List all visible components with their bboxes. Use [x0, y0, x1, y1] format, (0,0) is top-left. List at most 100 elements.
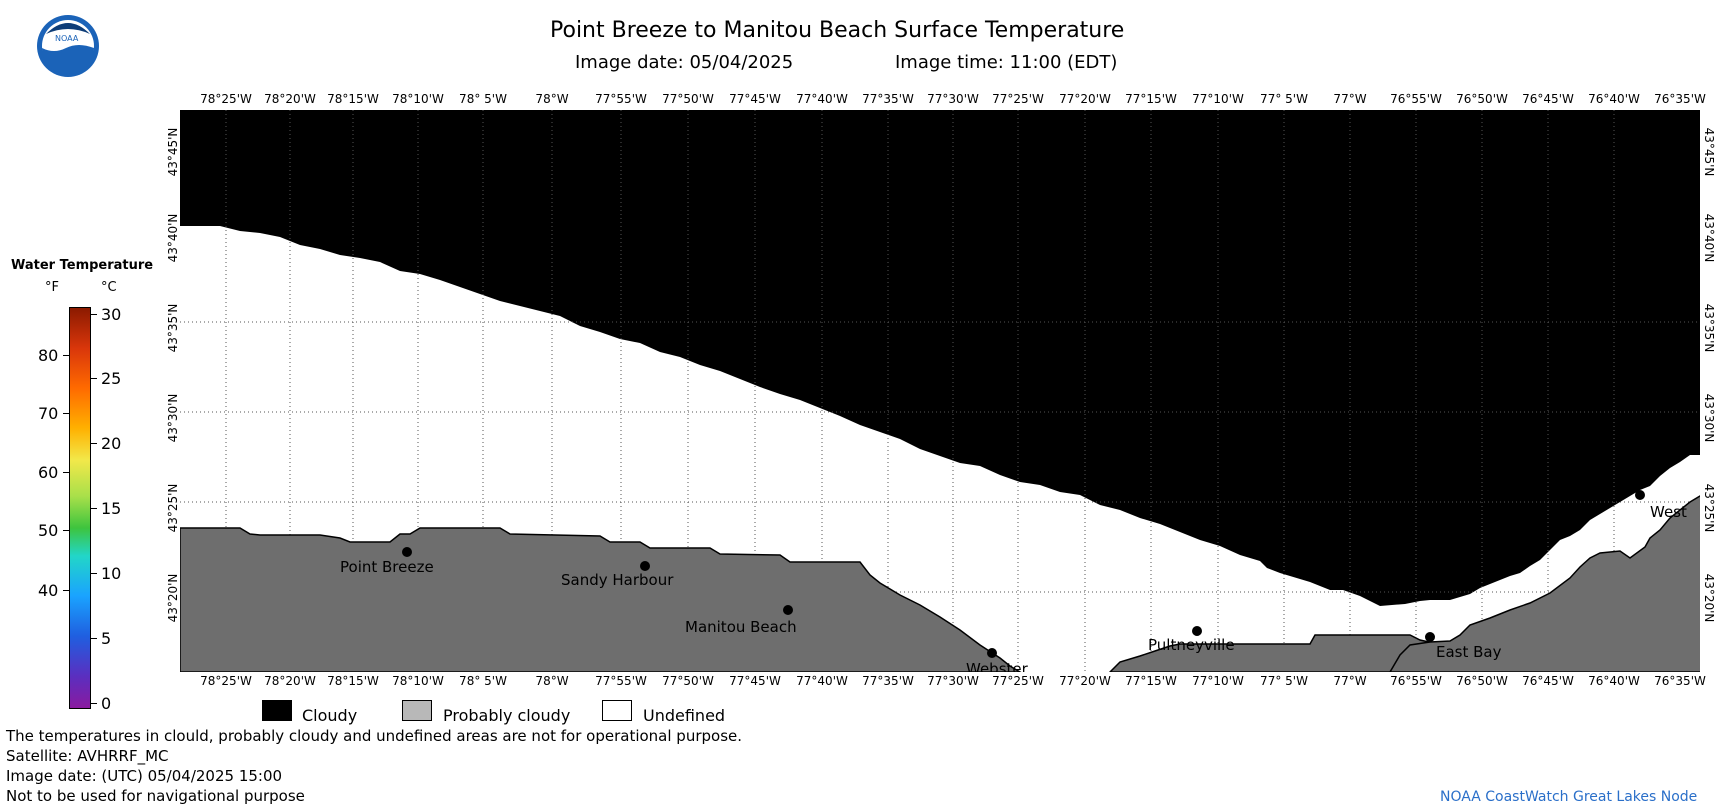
lat-label-right: 43°45'N — [1702, 127, 1716, 177]
lon-label-top: 77°45'W — [729, 92, 781, 106]
lon-label-top: 78° 5'W — [459, 92, 507, 106]
lon-label-top: 76°55'W — [1390, 92, 1442, 106]
lat-label-left: 43°25'N — [166, 483, 180, 533]
lon-label-top: 77° 5'W — [1260, 92, 1308, 106]
lon-label-top: 77°30'W — [927, 92, 979, 106]
legend-label-cloudy: Cloudy — [302, 706, 358, 725]
colorbar-tick-f: 60 — [38, 463, 59, 482]
image-date: Image date: 05/04/2025 — [575, 52, 794, 73]
colorbar-tick-mark — [63, 590, 69, 591]
colorbar-tick-mark — [91, 378, 97, 379]
lon-label-top: 78°20'W — [264, 92, 316, 106]
lat-label-right: 43°30'N — [1702, 393, 1716, 443]
marker-sandy-harbour — [640, 561, 650, 571]
lon-label-top: 77°55'W — [595, 92, 647, 106]
lon-label-top: 77°35'W — [862, 92, 914, 106]
lon-label-top: 77°50'W — [662, 92, 714, 106]
marker-west — [1635, 490, 1645, 500]
lon-label-bottom: 78°25'W — [200, 674, 252, 688]
marker-pultneyville — [1192, 626, 1202, 636]
colorbar-tick-mark — [91, 508, 97, 509]
lon-label-top: 78°25'W — [200, 92, 252, 106]
lon-label-bottom: 78°W — [535, 674, 569, 688]
lat-label-left: 43°40'N — [166, 213, 180, 263]
land-east — [1389, 495, 1700, 672]
lon-label-bottom: 76°50'W — [1456, 674, 1508, 688]
satellite-text: Satellite: AVHRRF_MC — [6, 747, 169, 765]
disclaimer-text: The temperatures in clould, probably clo… — [6, 727, 743, 745]
lon-label-bottom: 78°20'W — [264, 674, 316, 688]
legend-swatch-cloudy — [262, 700, 292, 721]
lon-label-bottom: 77°55'W — [595, 674, 647, 688]
lon-label-top: 77°20'W — [1059, 92, 1111, 106]
marker-manitou-beach — [783, 605, 793, 615]
noaa-logo: NOAA — [36, 14, 100, 78]
legend-label-probably-cloudy: Probably cloudy — [443, 706, 571, 725]
lon-label-bottom: 78° 5'W — [459, 674, 507, 688]
colorbar-tick-f: 40 — [38, 581, 59, 600]
place-label: Sandy Harbour — [561, 571, 674, 589]
place-label: East Bay — [1436, 643, 1502, 661]
lon-label-bottom: 76°45'W — [1522, 674, 1574, 688]
lat-label-right: 43°35'N — [1702, 303, 1716, 353]
image-time: Image time: 11:00 (EDT) — [895, 52, 1118, 73]
legend-swatch-undefined — [602, 700, 632, 721]
lon-label-bottom: 78°15'W — [327, 674, 379, 688]
lon-label-bottom: 77°35'W — [862, 674, 914, 688]
lon-label-bottom: 77°10'W — [1192, 674, 1244, 688]
colorbar-tick-mark — [91, 314, 97, 315]
lat-label-left: 43°45'N — [166, 127, 180, 177]
cloudy-area — [180, 110, 1700, 606]
lon-label-top: 78°15'W — [327, 92, 379, 106]
place-label: Manitou Beach — [685, 618, 797, 636]
lon-label-top: 76°35'W — [1654, 92, 1706, 106]
colorbar-tick-mark — [63, 472, 69, 473]
map-panel — [180, 110, 1700, 672]
colorbar-tick-c: 10 — [101, 564, 122, 583]
colorbar-tick-mark — [63, 355, 69, 356]
colorbar-tick-c: 25 — [101, 369, 122, 388]
lon-label-bottom: 77°20'W — [1059, 674, 1111, 688]
lat-label-left: 43°35'N — [166, 303, 180, 353]
legend-swatch-probably-cloudy — [402, 700, 432, 721]
lon-label-top: 77°25'W — [992, 92, 1044, 106]
lat-label-left: 43°20'N — [166, 573, 180, 623]
colorbar — [69, 307, 91, 709]
colorbar-tick-mark — [63, 530, 69, 531]
colorbar-tick-mark — [91, 573, 97, 574]
colorbar-tick-c: 0 — [101, 694, 112, 713]
colorbar-tick-c: 5 — [101, 629, 112, 648]
lat-label-right: 43°20'N — [1702, 573, 1716, 623]
noaa-logo-text: NOAA — [55, 34, 79, 43]
lon-label-top: 77°15'W — [1125, 92, 1177, 106]
lon-label-bottom: 77°15'W — [1125, 674, 1177, 688]
place-label: West — [1650, 503, 1687, 521]
lon-label-bottom: 76°55'W — [1390, 674, 1442, 688]
lon-label-bottom: 77°30'W — [927, 674, 979, 688]
lon-label-bottom: 77° 5'W — [1260, 674, 1308, 688]
lon-label-top: 78°10'W — [392, 92, 444, 106]
marker-webster — [987, 648, 997, 658]
colorbar-tick-c: 20 — [101, 434, 122, 453]
colorbar-unit-f: °F — [45, 280, 59, 295]
marker-east-bay — [1425, 632, 1435, 642]
place-label: Point Breeze — [340, 558, 434, 576]
lon-label-top: 77°10'W — [1192, 92, 1244, 106]
navigation-warning: Not to be used for navigational purpose — [6, 787, 305, 805]
lon-label-top: 77°40'W — [796, 92, 848, 106]
lon-label-top: 77°W — [1333, 92, 1367, 106]
lon-label-top: 76°45'W — [1522, 92, 1574, 106]
colorbar-title: Water Temperature — [11, 258, 154, 273]
place-label: Webster — [966, 660, 1028, 672]
colorbar-tick-c: 15 — [101, 499, 122, 518]
colorbar-tick-f: 70 — [38, 404, 59, 423]
lat-label-left: 43°30'N — [166, 393, 180, 443]
marker-point-breeze — [402, 547, 412, 557]
lon-label-bottom: 77°W — [1333, 674, 1367, 688]
lon-label-bottom: 77°50'W — [662, 674, 714, 688]
land-west — [180, 527, 1022, 672]
colorbar-tick-mark — [63, 413, 69, 414]
lat-label-right: 43°25'N — [1702, 483, 1716, 533]
colorbar-tick-mark — [91, 443, 97, 444]
lon-label-bottom: 78°10'W — [392, 674, 444, 688]
